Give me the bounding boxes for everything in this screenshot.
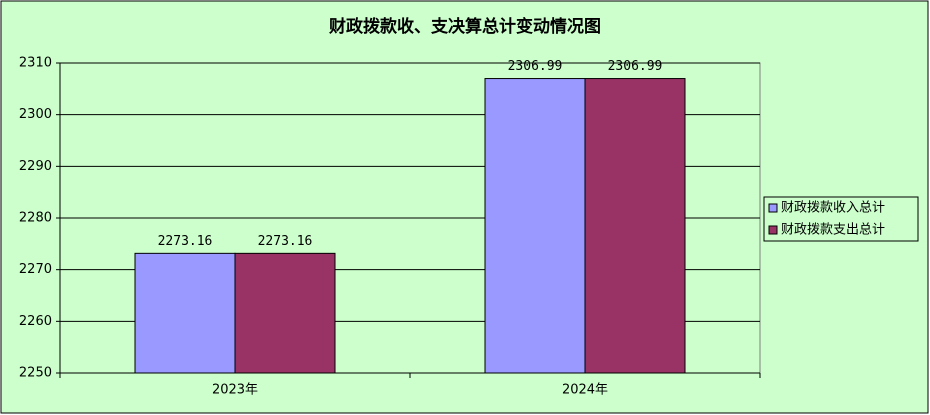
y-tick-label: 2250 [19, 366, 52, 381]
y-tick-label: 2300 [19, 107, 52, 122]
x-tick-label: 2023年 [212, 383, 258, 398]
value-label: 2273.16 [258, 234, 313, 249]
y-tick-label: 2310 [19, 56, 52, 71]
bar [134, 252, 236, 374]
value-label: 2306.99 [608, 59, 663, 74]
y-tick-label: 2260 [19, 314, 52, 329]
y-tick-label: 2270 [19, 262, 52, 277]
y-tick-label: 2290 [19, 159, 52, 174]
legend-swatch [768, 203, 778, 213]
y-tick-label: 2280 [19, 211, 52, 226]
legend-box [763, 196, 919, 242]
legend-label: 财政拨款收入总计 [781, 201, 885, 216]
chart-title: 财政拨款收、支决算总计变动情况图 [328, 16, 601, 37]
bar [484, 78, 586, 374]
legend-swatch [768, 225, 778, 235]
value-label: 2273.16 [158, 234, 213, 249]
bar [234, 252, 336, 374]
legend-label: 财政拨款支出总计 [781, 223, 885, 238]
value-label: 2306.99 [508, 59, 563, 74]
x-tick-label: 2024年 [562, 383, 608, 398]
bar [584, 78, 686, 374]
